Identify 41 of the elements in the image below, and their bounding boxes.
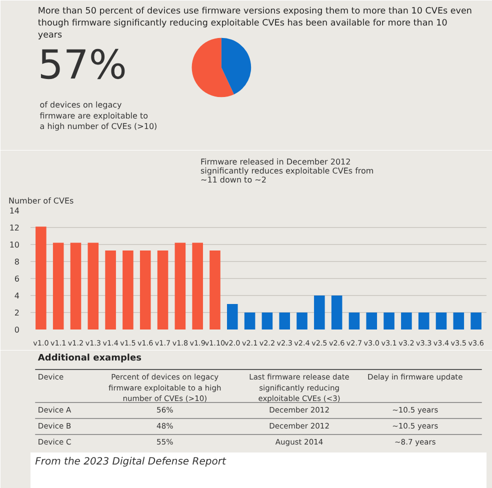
- text: Firmware released in December 2012 significantly reduces exploitable CVEs from ~11 down to ~2: [200, 158, 374, 184]
- bar: [174, 242, 186, 330]
- bar: [70, 242, 82, 330]
- bar: [244, 312, 256, 330]
- bar: [210, 250, 220, 330]
- bar: [453, 312, 464, 330]
- bar: [157, 250, 168, 330]
- y-tick-label: 12: [9, 224, 20, 232]
- chart-title: More than 50 percent of devices use firmware versions exposing them to more than 10 CVEs even though firmware significantly reducing exploitable CVEs has been available for more than 10 years: [38, 6, 472, 40]
- text: Additional examples: [38, 354, 142, 364]
- bar: [88, 242, 99, 330]
- bar: [227, 304, 238, 330]
- bar: [331, 296, 342, 330]
- y-tick-label: 14: [9, 206, 20, 216]
- bar: [366, 312, 378, 330]
- y-tick-label: 2: [14, 308, 20, 318]
- bar: [314, 296, 325, 330]
- bar: [384, 312, 394, 330]
- text: 57%: [38, 42, 127, 88]
- bar: [105, 250, 116, 330]
- y-tick-label: 8: [14, 258, 20, 266]
- bar: [348, 312, 360, 330]
- bar: [36, 226, 46, 330]
- y-tick-label: 4: [14, 292, 20, 300]
- bar: [122, 250, 134, 330]
- bar: [279, 312, 290, 330]
- bar: [192, 242, 203, 330]
- text: From the 2023 Digital Defense Report: [35, 456, 227, 468]
- y-axis-title: Number of CVEs: [8, 196, 74, 206]
- y-tick-label: 10: [9, 240, 20, 250]
- bar: [418, 312, 430, 330]
- y-tick-label: 6: [14, 274, 20, 284]
- text: of devices on legacy firmware are exploitable to a high number of CVEs (>10): [40, 100, 158, 132]
- bar: [52, 242, 64, 330]
- y-tick-label: 0: [14, 326, 20, 334]
- bar: [262, 312, 273, 330]
- bar: [436, 312, 447, 330]
- bar: [296, 312, 308, 330]
- bar: [401, 312, 412, 330]
- bar: [470, 312, 482, 330]
- bar: [140, 250, 151, 330]
